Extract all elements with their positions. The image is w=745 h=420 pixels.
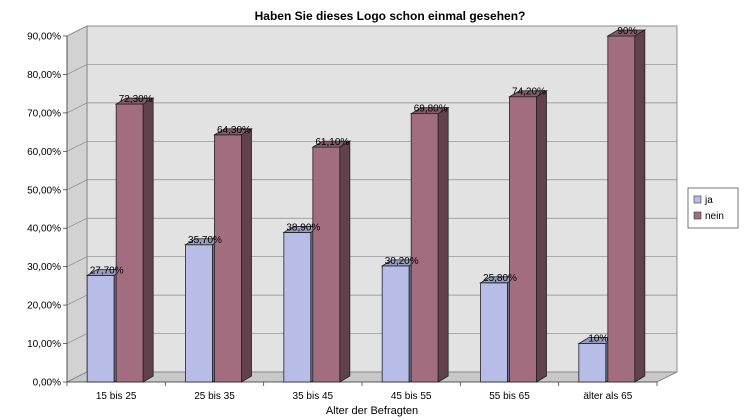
bar-nein-front bbox=[607, 35, 636, 383]
y-tick-label: 40,00% bbox=[27, 224, 61, 235]
bar-nein-side bbox=[241, 128, 252, 383]
plot-walls bbox=[66, 25, 678, 383]
side-wall bbox=[66, 25, 88, 383]
data-label-ja: 30,20% bbox=[385, 256, 419, 267]
category-label: 25 bis 35 bbox=[194, 391, 235, 402]
legend-box bbox=[687, 187, 739, 229]
category-labels: 15 bis 25 25 bis 35 35 bis 45 45 bis 55 55 b… bbox=[66, 382, 658, 402]
chart-title: Haben Sie dieses Logo schon einmal geseh… bbox=[255, 9, 526, 23]
bar-ja-front bbox=[185, 244, 213, 383]
gridline bbox=[66, 64, 677, 75]
category-label: 15 bis 25 bbox=[96, 391, 137, 402]
bar-nein-front bbox=[410, 113, 439, 383]
data-label-nein: 69,80% bbox=[414, 104, 448, 115]
legend-swatch-ja bbox=[693, 195, 702, 204]
y-tick-label: 10,00% bbox=[27, 339, 61, 350]
y-tick-label: 0,00% bbox=[33, 378, 61, 389]
bar-nein-side bbox=[437, 106, 449, 383]
bar-nein-side bbox=[142, 97, 154, 383]
data-label-nein: 64,30% bbox=[217, 125, 251, 136]
gridline bbox=[66, 179, 677, 191]
legend: ja nein bbox=[687, 187, 739, 229]
data-label-nein: 61,10% bbox=[315, 137, 349, 148]
bar-ja-front bbox=[578, 343, 607, 383]
bars bbox=[85, 29, 647, 383]
category-label: älter als 65 bbox=[583, 391, 632, 402]
bar-nein-front bbox=[509, 96, 537, 383]
y-tick-label: 50,00% bbox=[27, 185, 61, 196]
data-label-ja: 27,70% bbox=[90, 266, 124, 277]
gridline bbox=[66, 140, 677, 152]
data-label-ja: 25,80% bbox=[483, 273, 517, 284]
data-label-nein: 72,30% bbox=[119, 94, 153, 105]
gridline bbox=[66, 25, 677, 37]
bar-ja-front bbox=[480, 282, 508, 383]
data-labels: 27,70% 72,30% 35,70% 64,30% 38,90% 61,10% 30,2… bbox=[90, 26, 638, 345]
y-tick-label: 90,00% bbox=[27, 32, 61, 43]
y-tick-label: 30,00% bbox=[27, 262, 61, 273]
category-label: 45 bis 55 bbox=[391, 391, 432, 402]
data-label-nein: 74,20% bbox=[512, 87, 546, 98]
legend-swatch-nein bbox=[693, 211, 702, 220]
bar-ja-front bbox=[86, 275, 115, 383]
x-axis-title: Alter der Befragten bbox=[326, 405, 418, 417]
y-tick-label: 60,00% bbox=[27, 147, 61, 158]
y-tick-label: 80,00% bbox=[27, 70, 61, 81]
bar-nein-side bbox=[634, 29, 646, 383]
y-tick-label: 70,00% bbox=[27, 108, 61, 119]
bar-ja-front bbox=[381, 265, 410, 383]
data-label-ja: 10% bbox=[588, 334, 608, 345]
data-label-ja: 35,70% bbox=[188, 235, 222, 246]
data-label-nein: 90% bbox=[617, 26, 637, 37]
y-tick-label: 20,00% bbox=[27, 301, 61, 312]
bar-nein-front bbox=[115, 103, 144, 383]
bar-ja-front bbox=[283, 232, 312, 383]
gridline bbox=[66, 217, 677, 229]
y-tick-labels: 0,00% 10,00% 20,00% 30,00% 40,00% 50,00% 60,00… bbox=[27, 32, 61, 389]
gridline bbox=[66, 256, 677, 267]
bar-nein-side bbox=[536, 90, 547, 383]
bar-nein-front bbox=[312, 146, 341, 383]
bar-nein-side bbox=[339, 140, 351, 383]
data-label-ja: 38,90% bbox=[286, 222, 320, 233]
category-label: 35 bis 45 bbox=[293, 391, 334, 402]
legend-label-nein: nein bbox=[705, 211, 724, 222]
category-label: 55 bis 65 bbox=[489, 391, 530, 402]
legend-label-ja: ja bbox=[704, 195, 713, 206]
gridline bbox=[66, 102, 677, 114]
bar-nein-front bbox=[214, 134, 242, 383]
